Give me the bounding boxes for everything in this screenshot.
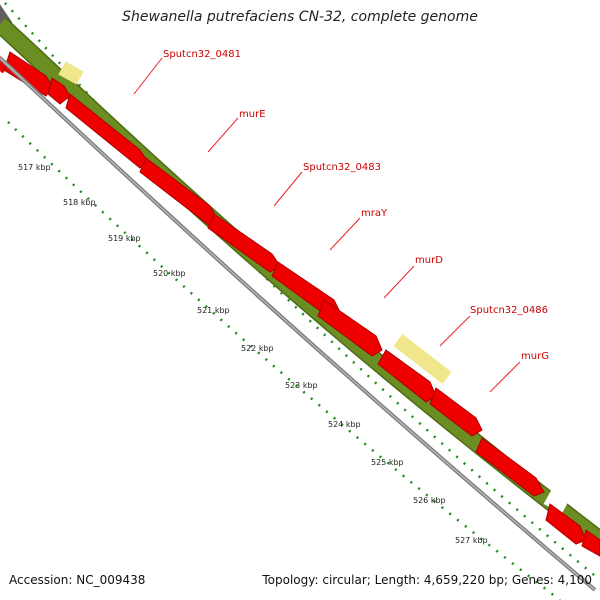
backbone-line-highlight	[0, 57, 596, 591]
gene-label-sputcn32-0486: Sputcn32_0486	[470, 305, 548, 316]
leader-line	[329, 217, 361, 251]
leader-line	[439, 315, 471, 347]
tick-label-520: 520 kbp	[153, 269, 186, 278]
tick-label-524: 524 kbp	[328, 420, 361, 429]
map-title: Shewanella putrefaciens CN-32, complete …	[122, 9, 478, 25]
cds-arrow	[207, 213, 281, 273]
backbone-line	[0, 56, 597, 592]
tick-label-523: 523 kbp	[285, 381, 318, 390]
tick-label-522: 522 kbp	[241, 344, 274, 353]
accession-label: Accession: NC_009438	[9, 573, 146, 587]
track-gap	[543, 488, 571, 514]
rna-feature-1	[58, 61, 84, 85]
leader-lines	[133, 57, 521, 393]
outer-dot-ruler	[4, 2, 600, 581]
rna-feature-2	[393, 334, 452, 384]
gene-label-mure: murE	[239, 109, 266, 120]
genome-summary: Topology: circular; Length: 4,659,220 bp…	[262, 573, 592, 587]
inner-dot-ruler	[7, 121, 561, 600]
tick-label-527: 527 kbp	[455, 536, 488, 545]
cds-arrow	[429, 387, 483, 437]
cds-arrow	[475, 437, 545, 497]
tick-label-518: 518 kbp	[63, 198, 96, 207]
tick-label-521: 521 kbp	[197, 306, 230, 315]
cds-track	[0, 51, 600, 557]
tick-label-517: 517 kbp	[18, 163, 51, 172]
tick-label-519: 519 kbp	[108, 234, 141, 243]
cds-arrow	[377, 349, 437, 403]
gene-label-mray: mraY	[361, 208, 388, 219]
gene-label-murd: murD	[415, 255, 443, 266]
gene-label-murg: murG	[521, 351, 549, 362]
leader-line	[133, 57, 163, 95]
tick-label-526: 526 kbp	[413, 496, 446, 505]
gene-label-sputcn32-0481: Sputcn32_0481	[163, 49, 241, 60]
leader-line	[383, 265, 415, 299]
leader-line	[273, 171, 303, 207]
cds-arrow	[317, 299, 383, 357]
cds-arrow	[139, 157, 219, 227]
cds-arrow	[581, 529, 600, 557]
gene-label-sputcn32-0483: Sputcn32_0483	[303, 162, 381, 173]
leader-line	[489, 361, 521, 393]
tick-label-525: 525 kbp	[371, 458, 404, 467]
cds-arrow	[47, 77, 71, 105]
cds-arrow	[545, 503, 587, 545]
leader-line	[207, 117, 239, 153]
